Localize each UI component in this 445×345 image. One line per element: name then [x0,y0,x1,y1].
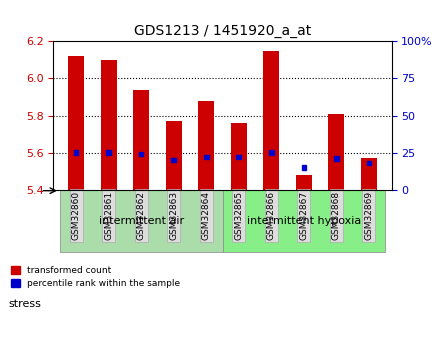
Bar [263,51,279,190]
FancyBboxPatch shape [171,158,176,162]
FancyBboxPatch shape [139,152,143,156]
Bar [295,175,312,190]
Bar [361,158,377,190]
Bar [68,56,84,190]
Text: intermittent hypoxia: intermittent hypoxia [247,216,361,226]
Title: GDS1213 / 1451920_a_at: GDS1213 / 1451920_a_at [134,23,311,38]
FancyBboxPatch shape [106,150,111,155]
Bar [101,60,117,190]
Bar [166,121,182,190]
Bar [198,101,214,190]
Text: GSM32865: GSM32865 [234,191,243,240]
Text: GSM32863: GSM32863 [169,191,178,240]
Bar [222,190,385,252]
Text: GSM32860: GSM32860 [72,191,81,240]
FancyBboxPatch shape [204,155,209,159]
FancyBboxPatch shape [302,165,306,170]
FancyBboxPatch shape [74,150,78,155]
Text: GSM32867: GSM32867 [299,191,308,240]
Bar [231,123,247,190]
FancyBboxPatch shape [236,155,241,159]
Text: stress: stress [9,299,42,308]
Bar [60,190,222,252]
Text: GSM32861: GSM32861 [104,191,113,240]
Text: intermittent air: intermittent air [99,216,184,226]
FancyBboxPatch shape [269,150,274,155]
Legend: transformed count, percentile rank within the sample: transformed count, percentile rank withi… [7,262,184,292]
Text: GSM32864: GSM32864 [202,191,211,240]
Bar [133,90,150,190]
FancyBboxPatch shape [367,161,371,165]
FancyBboxPatch shape [334,156,339,161]
Text: GSM32866: GSM32866 [267,191,276,240]
Text: GSM32862: GSM32862 [137,191,146,240]
Bar [328,114,344,190]
Text: GSM32869: GSM32869 [364,191,373,240]
Text: GSM32868: GSM32868 [332,191,341,240]
